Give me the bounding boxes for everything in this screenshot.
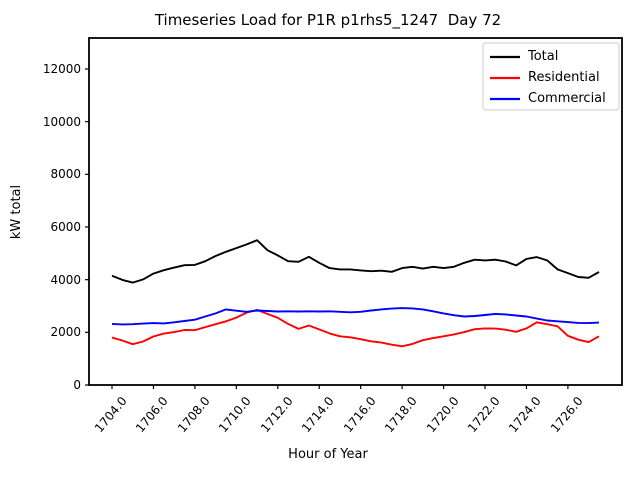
chart-title: Timeseries Load for P1R p1rhs5_1247 Day … bbox=[154, 11, 502, 29]
legend-label-commercial: Commercial bbox=[528, 91, 606, 106]
series-line-total bbox=[111, 239, 600, 284]
y-tick-label: 6000 bbox=[50, 220, 81, 234]
x-axis-label: Hour of Year bbox=[288, 447, 368, 462]
y-tick-label: 8000 bbox=[50, 167, 81, 181]
y-tick-label: 10000 bbox=[42, 115, 81, 129]
legend-label-total: Total bbox=[528, 49, 559, 64]
series-line-commercial bbox=[111, 307, 600, 326]
legend-box bbox=[482, 42, 620, 111]
legend-label-residential: Residential bbox=[528, 70, 600, 85]
y-tick-label: 12000 bbox=[42, 62, 81, 76]
y-axis-label: kW total bbox=[9, 184, 24, 240]
y-tick-label: 4000 bbox=[50, 273, 81, 287]
axes-frame bbox=[88, 37, 623, 386]
series-line-residential bbox=[111, 308, 600, 348]
y-tick-label: 2000 bbox=[50, 325, 81, 339]
y-tick-label: 0 bbox=[73, 378, 81, 392]
